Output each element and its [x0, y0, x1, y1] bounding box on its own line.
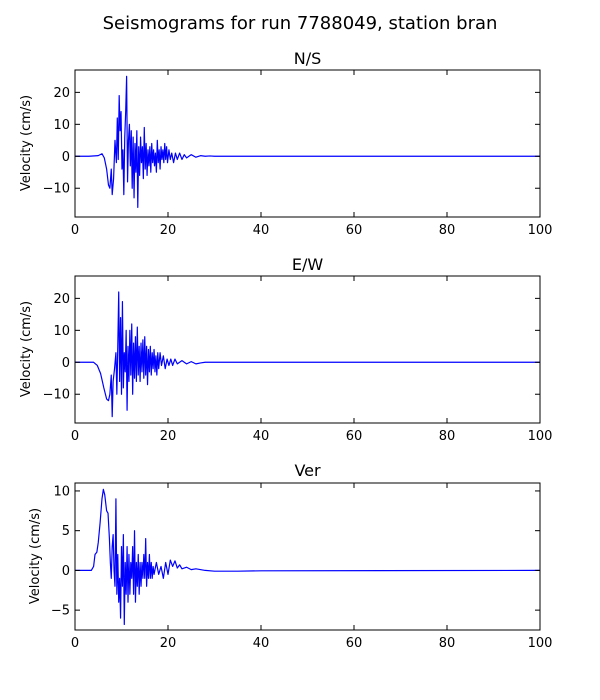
y-tick-label-ew: −10 [43, 388, 70, 403]
x-tick-label-ns: 40 [253, 223, 270, 238]
x-tick-label-ver: 0 [71, 636, 79, 651]
y-tick-label-ver: 0 [62, 564, 70, 579]
y-axis-label-ew: Velocity (cm/s) [19, 301, 34, 397]
x-tick-label-ns: 20 [160, 223, 177, 238]
x-tick-label-ew: 100 [528, 429, 553, 444]
subplot-title-ns: N/S [294, 49, 322, 68]
subplot-ver: Ver Velocity (cm/s) 0 20 40 60 80 100 −5 0 5 10 [28, 461, 552, 651]
x-tick-label-ver: 60 [346, 636, 363, 651]
x-tick-label-ew: 0 [71, 429, 79, 444]
y-axis-label-ns: Velocity (cm/s) [19, 95, 34, 191]
y-axis-label-ver: Velocity (cm/s) [28, 508, 43, 604]
y-tick-label-ns: 10 [53, 118, 70, 133]
x-tick-label-ns: 100 [528, 223, 553, 238]
figure-title: Seismograms for run 7788049, station bra… [103, 13, 498, 34]
y-tick-label-ew: 0 [62, 356, 70, 371]
x-tick-label-ver: 20 [160, 636, 177, 651]
subplot-title-ver: Ver [294, 461, 321, 480]
subplot-ew: E/W Velocity (cm/s) 0 20 40 60 80 100 −10 0 10 20 [19, 255, 552, 444]
y-tick-label-ver: 5 [62, 524, 70, 539]
plot-frame-ns [74, 69, 541, 218]
y-tick-label-ver: −5 [51, 604, 70, 619]
y-tick-label-ns: −10 [43, 182, 70, 197]
plot-frame-ver [74, 482, 541, 631]
subplot-ns: N/S Velocity (cm/s) 0 20 40 60 80 100 −10 0 10 20 [19, 49, 552, 238]
subplot-title-ew: E/W [292, 255, 324, 274]
series-line-ver [75, 488, 540, 626]
x-tick-label-ns: 80 [439, 223, 456, 238]
x-tick-label-ew: 80 [439, 429, 456, 444]
plot-frame-ew [74, 275, 541, 424]
x-tick-label-ew: 40 [253, 429, 270, 444]
y-tick-label-ver: 10 [53, 484, 70, 499]
x-tick-label-ver: 80 [439, 636, 456, 651]
x-tick-label-ew: 20 [160, 429, 177, 444]
x-tick-label-ver: 40 [253, 636, 270, 651]
series-line-ew [75, 291, 540, 418]
y-tick-label-ew: 20 [53, 292, 70, 307]
x-tick-label-ns: 60 [346, 223, 363, 238]
y-tick-label-ns: 20 [53, 86, 70, 101]
x-tick-label-ns: 0 [71, 223, 79, 238]
x-tick-label-ver: 100 [528, 636, 553, 651]
x-tick-label-ew: 60 [346, 429, 363, 444]
y-tick-label-ew: 10 [53, 324, 70, 339]
y-tick-label-ns: 0 [62, 150, 70, 165]
series-line-ns [75, 75, 540, 209]
